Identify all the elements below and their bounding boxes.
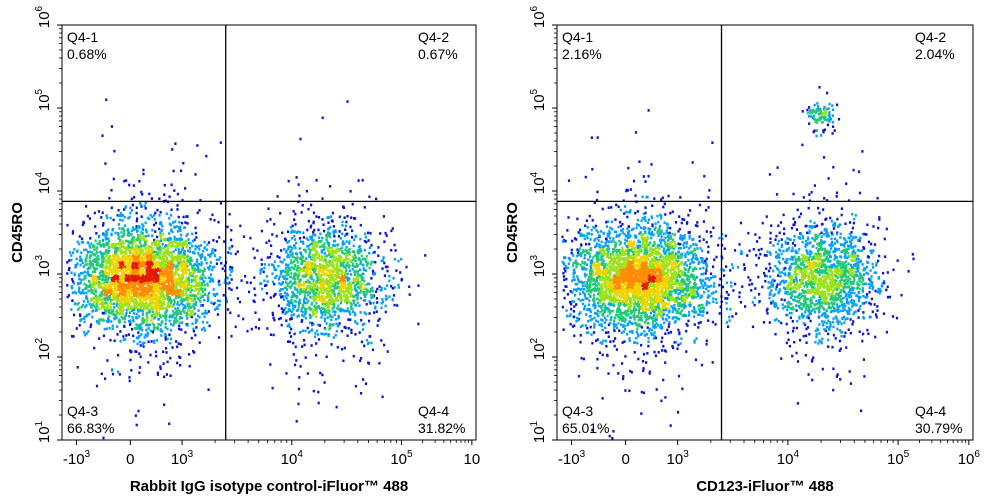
x-tick-label: 103 — [667, 449, 690, 468]
x-tick-label: 104 — [777, 449, 800, 468]
quadrant-name-q4-4: Q4-4 — [418, 403, 449, 419]
y-axis: 101 102 103 104 105 106 — [34, 5, 62, 443]
quadrant-name-q4-3: Q4-3 — [562, 403, 593, 419]
x-tick-label: 105 — [390, 449, 413, 468]
x-tick-label: -103 — [558, 449, 586, 468]
y-tick-label: 101 — [529, 420, 548, 443]
x-tick-label: 104 — [281, 449, 304, 468]
quadrant-percent-q4-4: 30.79% — [915, 420, 962, 436]
x-tick-label: 10 — [464, 451, 481, 468]
quadrant-percent-q4-4: 31.82% — [418, 420, 465, 436]
plot-panel-cd123: Q4-12.16% Q4-22.04% Q4-365.01% Q4-430.79% 10… — [504, 5, 980, 495]
y-axis-title: CD45RO — [9, 202, 26, 263]
y-tick-label: 104 — [529, 171, 548, 194]
quadrant-percent-q4-1: 0.68% — [67, 46, 107, 62]
x-tick-label: 0 — [126, 451, 134, 468]
x-axis: -103 0 103 104 105 106 — [558, 440, 980, 468]
y-tick-label: 103 — [34, 254, 53, 277]
quadrant-name-q4-2: Q4-2 — [915, 29, 946, 45]
event-density-layer — [66, 98, 427, 440]
x-tick-label: 105 — [887, 449, 910, 468]
quadrant-percent-q4-3: 66.83% — [67, 420, 114, 436]
y-tick-label: 106 — [34, 5, 53, 28]
y-tick-label: 102 — [529, 337, 548, 360]
x-tick-label: 103 — [171, 449, 194, 468]
y-tick-label: 103 — [529, 254, 548, 277]
x-tick-label: 0 — [621, 451, 629, 468]
y-axis: 101 102 103 104 105 106 — [529, 5, 557, 443]
y-tick-label: 101 — [34, 420, 53, 443]
quadrant-percent-q4-2: 0.67% — [418, 46, 458, 62]
y-axis-title: CD45RO — [504, 202, 521, 263]
x-axis-title: Rabbit IgG isotype control-iFluor™ 488 — [130, 478, 408, 495]
quadrant-name-q4-3: Q4-3 — [67, 403, 98, 419]
quadrant-percent-q4-3: 65.01% — [562, 420, 609, 436]
x-axis-title: CD123-iFluor™ 488 — [696, 478, 834, 495]
quadrant-name-q4-4: Q4-4 — [915, 403, 946, 419]
plot-area — [556, 24, 974, 441]
x-axis: -103 0 103 104 105 10 — [63, 440, 480, 468]
quadrant-name-q4-1: Q4-1 — [67, 29, 98, 45]
quadrant-percent-q4-1: 2.16% — [562, 46, 602, 62]
x-tick-label: -103 — [63, 449, 91, 468]
y-tick-label: 106 — [529, 5, 548, 28]
y-tick-label: 102 — [34, 337, 53, 360]
y-tick-label: 104 — [34, 171, 53, 194]
quadrant-percent-q4-2: 2.04% — [915, 46, 955, 62]
y-tick-label: 105 — [34, 88, 53, 111]
x-tick-label: 106 — [958, 449, 981, 468]
quadrant-name-q4-1: Q4-1 — [562, 29, 593, 45]
plot-panel-isotype-control: Q4-10.68% Q4-20.67% Q4-366.83% Q4-431.82% 10… — [9, 5, 480, 495]
quadrant-name-q4-2: Q4-2 — [418, 29, 449, 45]
event-density-layer — [561, 86, 915, 440]
y-tick-label: 105 — [529, 88, 548, 111]
